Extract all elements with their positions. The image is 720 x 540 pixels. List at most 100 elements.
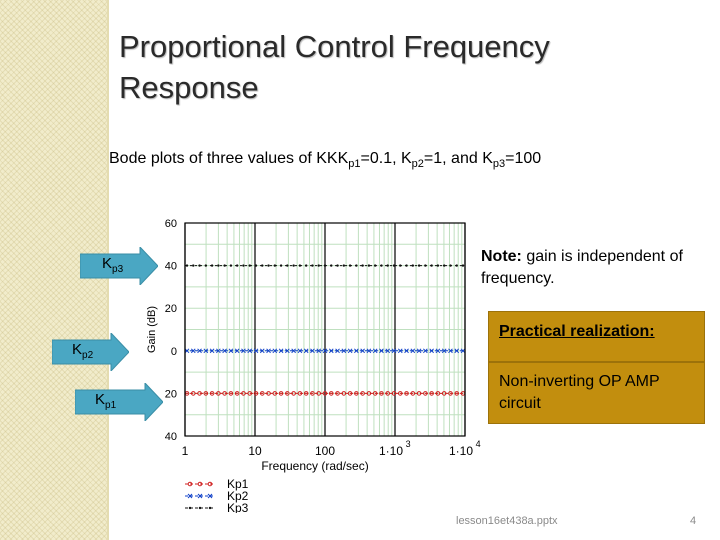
series-marker-kp1	[291, 391, 296, 396]
series-marker-kp2	[203, 348, 209, 354]
series-marker-kp1	[435, 391, 441, 396]
series-marker-kp3	[192, 264, 195, 267]
series-marker-kp3	[386, 264, 389, 267]
series-marker-kp2	[228, 348, 234, 354]
arrow-kp1: Kp1	[74, 381, 164, 423]
series-marker-kp3	[185, 264, 189, 267]
y-tick-label: 20	[165, 388, 177, 400]
series-marker-kp1	[448, 391, 453, 396]
series-marker-kp2	[441, 348, 447, 354]
note-label: Note:	[481, 248, 522, 265]
series-marker-kp1	[209, 391, 215, 396]
series-marker-kp3	[455, 264, 458, 267]
series-marker-kp1	[322, 391, 328, 396]
series-marker-kp2	[222, 348, 227, 354]
arrow-kp1-label: Kp1	[95, 391, 116, 411]
legend-marker-kp3	[208, 506, 212, 510]
legend-label-kp3: Kp3	[227, 501, 249, 513]
x-axis-label: Frequency (rad/sec)	[261, 459, 368, 473]
opamp-circuit-box: Non-inverting OP AMP circuit	[488, 362, 705, 424]
arrow-kp3-shape	[79, 245, 159, 287]
series-marker-kp2	[303, 348, 309, 354]
series-marker-kp1	[272, 391, 278, 396]
series-marker-kp3	[204, 264, 208, 267]
series-marker-kp1	[216, 391, 221, 396]
series-marker-kp1	[341, 391, 347, 396]
series-marker-kp1	[354, 391, 359, 396]
legend-marker-kp3	[198, 506, 202, 510]
note-body: gain is independent of frequency.	[481, 248, 683, 287]
series-marker-kp3	[380, 264, 383, 267]
series-marker-kp2	[460, 348, 466, 354]
legend-marker-kp2	[207, 493, 213, 499]
practical-realization-box: Practical realization:	[488, 311, 705, 362]
kp2-sub: p2	[411, 158, 424, 170]
series-marker-kp2	[310, 348, 315, 354]
series-marker-kp1	[360, 391, 365, 396]
series-marker-kp1	[316, 391, 322, 396]
series-marker-kp1	[190, 391, 196, 396]
series-marker-kp3	[217, 264, 220, 267]
series-marker-kp1	[303, 391, 309, 396]
series-marker-kp1	[385, 391, 391, 396]
practical-realization-heading: Practical realization:	[499, 323, 655, 340]
arrow-kp1-base: K	[95, 391, 106, 408]
series-marker-kp3	[279, 264, 283, 267]
series-marker-kp2	[347, 348, 353, 354]
series-marker-kp1	[278, 391, 284, 396]
plot-grid	[184, 222, 466, 437]
kp1-value: =0.1,	[360, 150, 401, 167]
kp3-sub: p3	[492, 158, 506, 170]
series-marker-kp3	[223, 264, 226, 267]
series-marker-kp1	[328, 391, 334, 396]
series-marker-kp3	[430, 264, 433, 267]
subtitle-prefix: Bode plots of three values of KK	[109, 150, 338, 167]
y-axis-label: Gain (dB)	[146, 306, 158, 353]
series-marker-kp2	[259, 348, 265, 354]
series-marker-kp2	[416, 348, 422, 354]
series-marker-kp3	[198, 264, 201, 267]
series-marker-kp1	[379, 391, 384, 396]
series-marker-kp3	[348, 264, 352, 267]
series-marker-kp2	[397, 348, 403, 354]
series-marker-kp1	[266, 391, 271, 396]
series-marker-kp2	[354, 348, 359, 354]
series-marker-kp1	[197, 391, 202, 396]
series-marker-kp1	[410, 391, 416, 396]
series-marker-kp3	[286, 264, 289, 267]
series-marker-kp2	[234, 348, 240, 354]
series-marker-kp2	[410, 348, 416, 354]
series-marker-kp1	[222, 391, 227, 396]
series-marker-kp1	[335, 391, 340, 396]
series-marker-kp1	[397, 391, 403, 396]
series-marker-kp3	[273, 264, 277, 267]
series-marker-kp2	[366, 348, 372, 354]
series-marker-kp1	[404, 391, 409, 396]
x-tick-exponent: 3	[406, 439, 411, 449]
series-marker-kp1	[429, 391, 434, 396]
series-marker-kp3	[210, 264, 214, 267]
footer-filename: lesson16et438a.pptx	[456, 515, 558, 527]
legend-marker-kp1	[197, 481, 203, 487]
series-marker-kp2	[372, 348, 378, 354]
kp3-base: K	[482, 150, 493, 167]
series-marker-kp2	[247, 348, 253, 354]
series-marker-kp3	[292, 264, 295, 267]
legend-marker-kp1	[207, 481, 213, 487]
kp1-base: K	[337, 150, 349, 167]
arrow-kp2-base: K	[72, 341, 83, 358]
series-marker-kp3	[317, 264, 320, 267]
legend-marker-kp2	[197, 493, 203, 499]
series-marker-kp2	[278, 348, 284, 354]
x-tick-label: 1·10	[379, 444, 403, 458]
series-marker-kp3	[330, 264, 333, 267]
series-marker-kp3	[373, 264, 377, 267]
series-marker-kp1	[228, 391, 234, 396]
series-marker-kp3	[298, 264, 302, 267]
series-marker-kp2	[285, 348, 290, 354]
series-marker-kp3	[311, 264, 314, 267]
series-marker-kp3	[261, 264, 264, 267]
